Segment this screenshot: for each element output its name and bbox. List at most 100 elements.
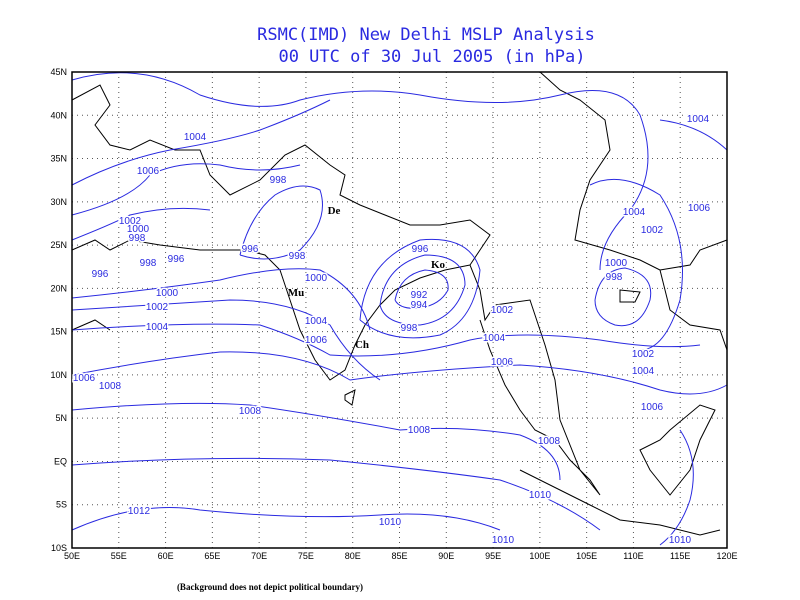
- contour-label: 998: [401, 323, 418, 334]
- lon-label: 55E: [111, 551, 127, 561]
- contour: [394, 269, 449, 309]
- contour-label: 1000: [305, 273, 328, 284]
- island: [639, 404, 716, 496]
- contour-label: 1004: [146, 322, 169, 333]
- contour-label: 1004: [623, 207, 646, 218]
- lat-label: 5N: [55, 413, 67, 423]
- contour: [379, 254, 466, 326]
- lon-label: 50E: [64, 551, 80, 561]
- contour: [71, 351, 728, 395]
- lon-label: 75E: [298, 551, 314, 561]
- contour-label: 994: [411, 300, 428, 311]
- contour-label: 1000: [127, 224, 150, 235]
- contour-label: 1012: [128, 506, 151, 517]
- contour: [594, 267, 652, 327]
- contour-label: 1002: [641, 225, 664, 236]
- contour-label: 1006: [641, 402, 664, 413]
- contour-label: 1006: [688, 203, 711, 214]
- lon-label: 120E: [716, 551, 737, 561]
- contour: [71, 268, 371, 331]
- lat-label: 20N: [50, 283, 67, 293]
- coastline: [71, 84, 601, 496]
- contour-label: 1000: [605, 258, 628, 269]
- lon-label: 110E: [623, 551, 643, 561]
- lat-label: 15N: [50, 327, 67, 337]
- contour-label: 992: [411, 290, 428, 301]
- map-frame: [71, 71, 728, 549]
- contour: [71, 457, 601, 531]
- lon-label: 90E: [438, 551, 454, 561]
- grid: [72, 72, 727, 548]
- contour-label: 1006: [73, 373, 96, 384]
- contour-label: 1004: [687, 114, 710, 125]
- coastline: [539, 71, 728, 351]
- subtitle: 00 UTC of 30 Jul 2005 (in hPa): [278, 47, 585, 67]
- coastline: [659, 239, 728, 271]
- contour-label: 1002: [491, 305, 514, 316]
- lat-label: EQ: [54, 456, 67, 466]
- contour-label: 998: [606, 272, 623, 283]
- lon-label: 60E: [158, 551, 174, 561]
- lat-label: 45N: [50, 67, 67, 77]
- contour-label: 998: [140, 258, 157, 269]
- lat-label: 5S: [56, 500, 67, 510]
- lat-label: 30N: [50, 197, 67, 207]
- lon-label: 100E: [529, 551, 550, 561]
- contour: [71, 99, 331, 186]
- contour-label: 1010: [492, 535, 515, 546]
- contour-label: 996: [412, 244, 429, 255]
- contour-label: 998: [270, 175, 287, 186]
- lon-label: 85E: [391, 551, 407, 561]
- lon-label: 95E: [485, 551, 501, 561]
- contour-label: 1008: [99, 381, 122, 392]
- contour-label: 1002: [632, 349, 655, 360]
- contour-label: 1002: [119, 216, 142, 227]
- island: [619, 289, 641, 303]
- title: RSMC(IMD) New Delhi MSLP Analysis: [257, 25, 595, 45]
- contour-label: 1004: [483, 333, 506, 344]
- contour: [589, 178, 683, 351]
- contour: [71, 207, 211, 241]
- coastline: [71, 239, 471, 381]
- contour-label: 1010: [669, 535, 692, 546]
- contour-label: 1004: [632, 366, 655, 377]
- contour-label: 1004: [305, 316, 328, 327]
- contour-label: 998: [129, 233, 146, 244]
- contour: [239, 185, 323, 260]
- lon-label: 80E: [345, 551, 361, 561]
- contour-label: 1004: [184, 132, 207, 143]
- coastline: [71, 319, 111, 331]
- lat-label: 40N: [50, 110, 67, 120]
- contour: [71, 163, 301, 216]
- lat-label: 35N: [50, 154, 67, 164]
- lon-label: 105E: [576, 551, 597, 561]
- contour-label: 1006: [137, 166, 160, 177]
- contour-label: 996: [242, 244, 259, 255]
- lon-label: 115E: [670, 551, 690, 561]
- city-label: Ko: [431, 259, 446, 271]
- contour: [71, 323, 701, 357]
- city-label: Mu: [288, 287, 305, 299]
- contour-label: 998: [289, 251, 306, 262]
- contours: [71, 72, 728, 546]
- footnote: (Background does not depict political bo…: [177, 582, 363, 592]
- contour-label: 1000: [156, 288, 179, 299]
- coastlines: [71, 71, 728, 536]
- lat-label: 10S: [51, 543, 67, 553]
- lat-label: 10N: [50, 370, 67, 380]
- contour-label: 1008: [239, 406, 262, 417]
- contour-label: 1006: [491, 357, 514, 368]
- contour: [71, 402, 561, 481]
- contour: [71, 299, 381, 381]
- contour-label: 1010: [379, 517, 402, 528]
- lat-label: 25N: [50, 240, 67, 250]
- contour-label: 1002: [146, 302, 169, 313]
- contour-label: 1010: [529, 490, 552, 501]
- lon-label: 70E: [251, 551, 267, 561]
- city-label: Ch: [355, 339, 369, 351]
- contour: [659, 119, 728, 151]
- lon-label: 65E: [204, 551, 220, 561]
